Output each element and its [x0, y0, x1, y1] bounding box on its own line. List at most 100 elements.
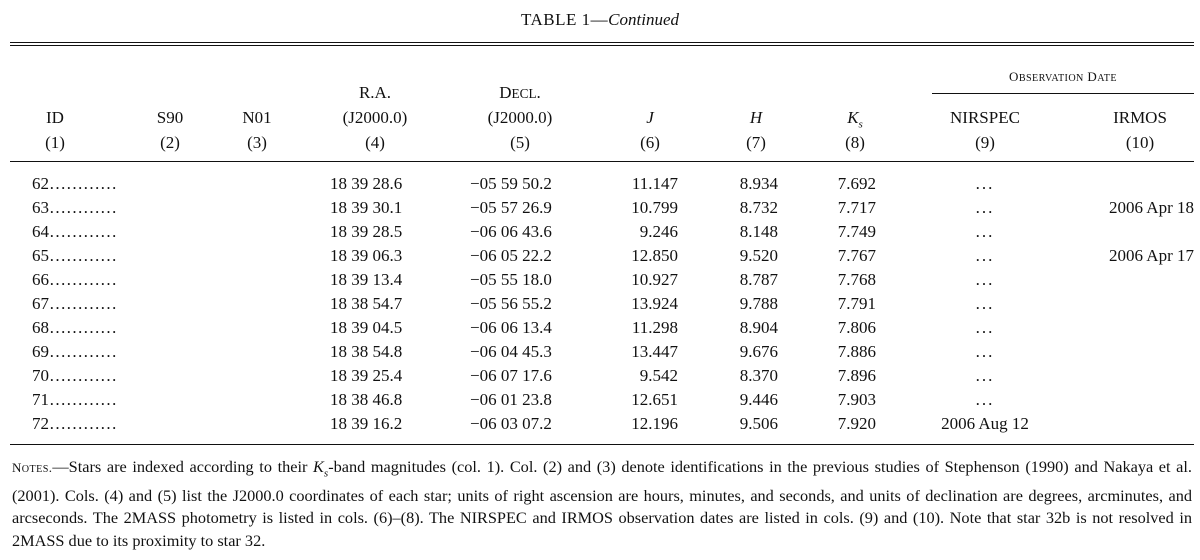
notes-text-2: -band magnitudes (col. 1). Col. (2) and … — [12, 457, 1192, 550]
table-row: 71………… 18 38 46.8 −06 01 23.8 12.651 9.4… — [0, 388, 1200, 412]
cell-ks: 7.920 — [837, 414, 876, 433]
col-name-ks-sub: s — [858, 118, 863, 131]
cell-j: 9.246 — [639, 222, 678, 241]
cell-decl: −06 05 22.2 — [470, 246, 552, 265]
cell-decl: −06 03 07.2 — [470, 414, 552, 433]
cell-nirspec: ... — [975, 294, 995, 313]
notes-label: NOTES. — [12, 460, 53, 475]
cell-id: 63………… — [32, 198, 117, 217]
cell-ks: 7.903 — [837, 390, 876, 409]
cell-ks: 7.767 — [837, 246, 876, 265]
cell-h: 8.370 — [739, 366, 778, 385]
cell-h: 9.676 — [739, 342, 778, 361]
col-sub-decl: (J2000.0) — [487, 108, 553, 127]
col-header-ks: Ks (8) — [830, 80, 880, 155]
cell-ks: 7.692 — [837, 174, 876, 193]
notes-text-1: Stars are indexed according to their — [68, 457, 314, 476]
cell-decl: −06 06 43.6 — [470, 222, 552, 241]
col-header-n01: N01 (3) — [232, 80, 282, 155]
cell-j: 10.799 — [631, 198, 678, 217]
cell-h: 9.446 — [739, 390, 778, 409]
col-name-ks-k: K — [847, 108, 859, 127]
cell-h: 8.934 — [739, 174, 778, 193]
cell-ra: 18 39 16.2 — [330, 414, 403, 433]
cell-id: 69………… — [32, 342, 117, 361]
cell-j: 12.651 — [631, 390, 678, 409]
cell-h: 9.506 — [739, 414, 778, 433]
table-row: 62………… 18 39 28.6 −05 59 50.2 11.147 8.9… — [0, 172, 1200, 196]
col-name-id: ID — [46, 108, 64, 127]
cell-nirspec: ... — [975, 246, 995, 265]
table-row: 64………… 18 39 28.5 −06 06 43.6 9.246 8.14… — [0, 220, 1200, 244]
cell-ks: 7.896 — [837, 366, 876, 385]
col-num-h: (7) — [746, 133, 766, 152]
col-num-ra: (4) — [365, 133, 385, 152]
cell-nirspec: ... — [975, 198, 995, 217]
bottom-rule — [10, 444, 1194, 445]
table-row: 63………… 18 39 30.1 −05 57 26.9 10.799 8.7… — [0, 196, 1200, 220]
top-rule-lower — [10, 45, 1194, 46]
cell-j: 10.927 — [631, 270, 678, 289]
cell-irmos: 2006 Apr 18 — [1109, 198, 1194, 217]
cell-ra: 18 39 30.1 — [330, 198, 403, 217]
cell-h: 8.787 — [739, 270, 778, 289]
col-num-n01: (3) — [247, 133, 267, 152]
cell-decl: −06 07 17.6 — [470, 366, 552, 385]
col-num-nirspec: (9) — [975, 133, 995, 152]
col-name-j: J — [646, 108, 654, 127]
cell-nirspec: ... — [975, 222, 995, 241]
cell-ra: 18 38 46.8 — [330, 390, 403, 409]
cell-nirspec: ... — [975, 174, 995, 193]
cell-ks: 7.886 — [837, 342, 876, 361]
cell-id: 72………… — [32, 414, 117, 433]
cell-h: 9.788 — [739, 294, 778, 313]
cell-h: 8.148 — [739, 222, 778, 241]
notes-k-sub: s — [323, 467, 329, 480]
table-row: 68………… 18 39 04.5 −06 06 13.4 11.298 8.9… — [0, 316, 1200, 340]
cell-nirspec: ... — [975, 366, 995, 385]
col-num-ks: (8) — [845, 133, 865, 152]
col-name-irmos: IRMOS — [1113, 108, 1167, 127]
table-title: TABLE 1—Continued — [0, 10, 1200, 30]
cell-h: 8.904 — [739, 318, 778, 337]
cell-decl: −06 04 45.3 — [470, 342, 552, 361]
cell-nirspec: ... — [975, 390, 995, 409]
col-header-j: J (6) — [625, 80, 675, 155]
table-notes: NOTES.—Stars are indexed according to th… — [12, 456, 1192, 552]
col-header-irmos: IRMOS (10) — [1090, 80, 1190, 155]
cell-j: 12.850 — [631, 246, 678, 265]
cell-ks: 7.768 — [837, 270, 876, 289]
col-sub-ra: (J2000.0) — [342, 108, 408, 127]
col-num-id: (1) — [45, 133, 65, 152]
cell-id: 65………… — [32, 246, 117, 265]
table-row: 69………… 18 38 54.8 −06 04 45.3 13.447 9.6… — [0, 340, 1200, 364]
cell-h: 9.520 — [739, 246, 778, 265]
cell-decl: −05 56 55.2 — [470, 294, 552, 313]
top-rule-upper — [10, 42, 1194, 43]
notes-dash: — — [52, 457, 69, 476]
cell-nirspec: 2006 Aug 12 — [941, 414, 1029, 433]
table-row: 70………… 18 39 25.4 −06 07 17.6 9.542 8.37… — [0, 364, 1200, 388]
cell-ra: 18 38 54.8 — [330, 342, 403, 361]
table-title-continued: Continued — [608, 10, 679, 29]
cell-h: 8.732 — [739, 198, 778, 217]
notes-k: K — [313, 457, 324, 476]
col-header-id: ID (1) — [30, 80, 80, 155]
cell-ra: 18 39 28.6 — [330, 174, 403, 193]
cell-decl: −05 57 26.9 — [470, 198, 552, 217]
cell-j: 11.147 — [631, 174, 678, 193]
header-rule — [10, 161, 1194, 162]
cell-ks: 7.806 — [837, 318, 876, 337]
cell-id: 71………… — [32, 390, 117, 409]
cell-j: 9.542 — [639, 366, 678, 385]
col-num-decl: (5) — [510, 133, 530, 152]
col-name-n01: N01 — [242, 108, 272, 127]
col-header-decl: DECL. (J2000.0) (5) — [470, 80, 570, 155]
cell-ra: 18 38 54.7 — [330, 294, 403, 313]
table-row: 72………… 18 39 16.2 −06 03 07.2 12.196 9.5… — [0, 412, 1200, 436]
cell-id: 62………… — [32, 174, 117, 193]
cell-ra: 18 39 28.5 — [330, 222, 403, 241]
cell-ra: 18 39 06.3 — [330, 246, 403, 265]
col-num-j: (6) — [640, 133, 660, 152]
